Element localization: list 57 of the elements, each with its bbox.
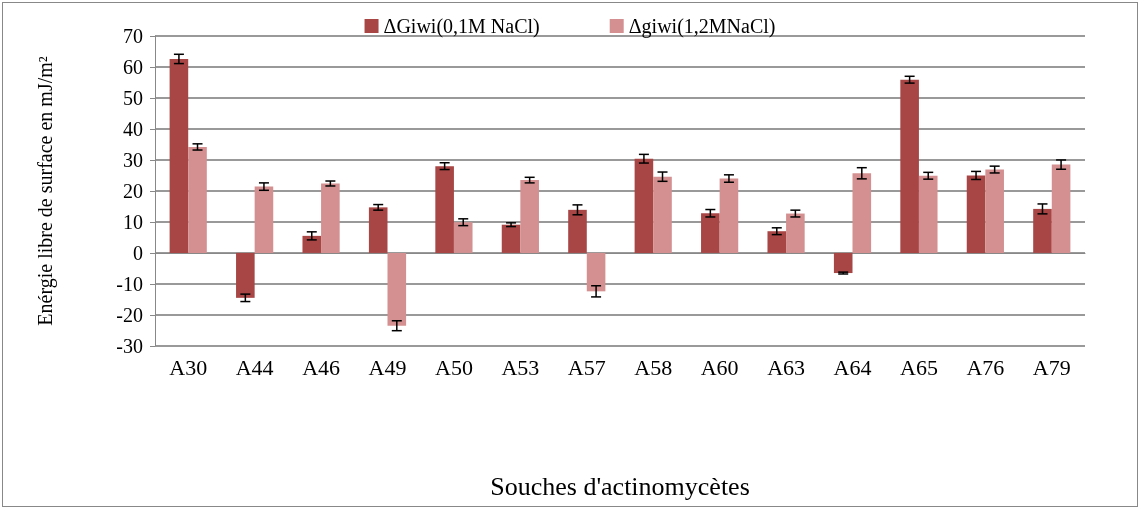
bar xyxy=(1051,164,1071,253)
y-tick-label: -20 xyxy=(116,303,143,326)
bar xyxy=(985,169,1004,253)
x-tick-label: A53 xyxy=(501,355,540,381)
x-tick-label: A44 xyxy=(235,355,274,381)
x-tick-label: A30 xyxy=(169,355,208,381)
bar xyxy=(586,252,606,292)
bar xyxy=(453,222,473,253)
legend-label: Δgiwi(1,2MNaCl) xyxy=(628,15,776,38)
y-axis-title: Enérgie libre de surface en mJ/m² xyxy=(34,56,57,326)
x-tick-label: A64 xyxy=(833,355,872,381)
x-axis-title: Souches d'actinomycètes xyxy=(490,471,750,501)
x-tick-label: A76 xyxy=(966,355,1005,381)
bar xyxy=(321,183,340,253)
bar xyxy=(653,176,672,253)
bar xyxy=(520,180,539,253)
legend-label: ΔGiwi(0,1M NaCl) xyxy=(383,15,540,38)
bar xyxy=(900,79,919,253)
bar xyxy=(568,209,587,253)
bar xyxy=(435,166,454,253)
bar xyxy=(188,146,207,253)
bar xyxy=(501,224,521,253)
y-tick-label: 40 xyxy=(123,117,143,140)
bar xyxy=(302,235,322,253)
x-tick-label: A63 xyxy=(767,355,806,381)
bar xyxy=(966,175,986,253)
bar xyxy=(767,231,787,253)
bar xyxy=(719,178,739,253)
bar xyxy=(236,252,255,298)
x-tick-label: A57 xyxy=(567,355,606,381)
bar xyxy=(368,207,388,253)
y-tick-label: 50 xyxy=(123,86,143,109)
bar xyxy=(918,175,938,253)
x-tick-label: A65 xyxy=(899,355,938,381)
y-tick-label: 10 xyxy=(123,210,143,233)
y-tick-label: 60 xyxy=(123,55,143,78)
y-tick-label: -30 xyxy=(116,334,143,357)
bar xyxy=(852,173,872,253)
bar xyxy=(387,252,407,326)
x-tick-label: A49 xyxy=(368,355,407,381)
y-tick-label: 20 xyxy=(123,179,143,202)
x-tick-label: A50 xyxy=(434,355,473,381)
bar xyxy=(254,186,274,253)
bar xyxy=(701,213,720,253)
y-tick-label: 30 xyxy=(123,148,143,171)
x-tick-label: A79 xyxy=(1032,355,1071,381)
x-tick-label: A58 xyxy=(634,355,673,381)
y-tick-label: 0 xyxy=(133,241,143,264)
bar xyxy=(1033,208,1052,253)
x-tick-label: A60 xyxy=(700,355,739,381)
bar xyxy=(634,158,654,253)
y-tick-label: -10 xyxy=(116,272,143,295)
bar xyxy=(169,58,189,253)
y-tick-label: 70 xyxy=(123,25,143,47)
x-tick-label: A46 xyxy=(302,355,341,381)
bar xyxy=(833,252,853,274)
bar xyxy=(786,213,805,253)
